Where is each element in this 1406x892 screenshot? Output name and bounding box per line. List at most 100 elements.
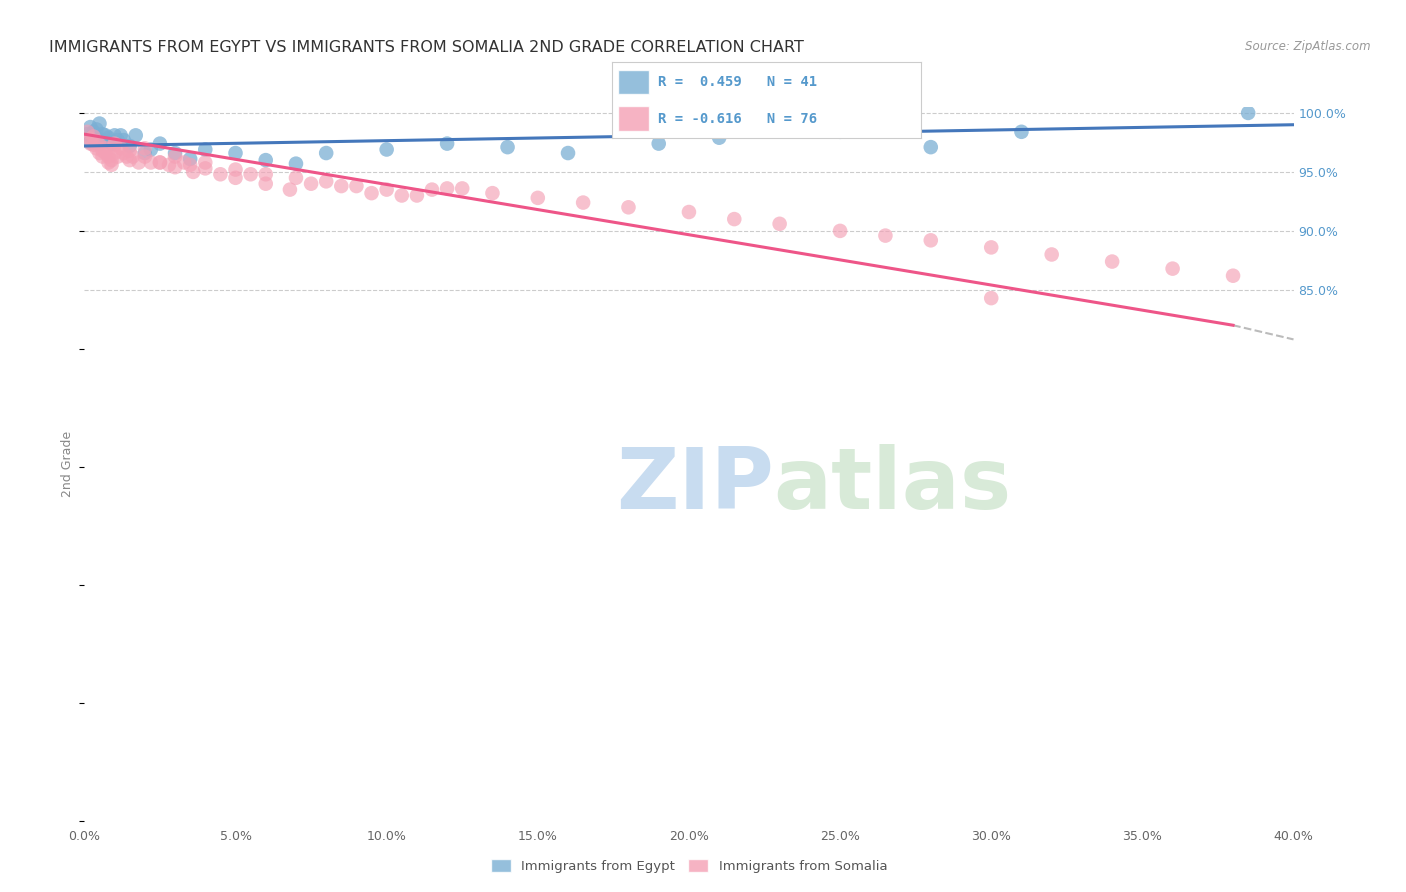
Point (346, 179, 368, 194)
Point (86, 141, 108, 155)
Point (1011, 125, 1033, 139)
Point (225, 146, 247, 161)
Point (134, 146, 156, 161)
Point (420, 183, 443, 197)
Point (110, 128, 132, 143)
Point (157, 158, 180, 172)
Point (299, 177, 322, 191)
Point (1040, 247, 1063, 261)
Point (181, 165, 204, 179)
Point (118, 139, 141, 153)
Point (1101, 254, 1123, 268)
Point (112, 133, 135, 147)
Point (97, 130, 120, 145)
Point (128, 155, 150, 169)
Point (980, 291, 1002, 305)
Point (112, 146, 135, 161)
Point (149, 155, 172, 169)
Text: IMMIGRANTS FROM EGYPT VS IMMIGRANTS FROM SOMALIA 2ND GRADE CORRELATION CHART: IMMIGRANTS FROM EGYPT VS IMMIGRANTS FROM… (49, 40, 804, 55)
Point (315, 146, 337, 161)
Point (1222, 268, 1244, 283)
Point (94, 146, 117, 161)
Point (165, 146, 187, 161)
Point (165, 150, 187, 164)
Point (76, 127, 98, 141)
Point (104, 137, 127, 152)
Point (391, 188, 413, 202)
Point (194, 143, 217, 157)
Point (709, 130, 731, 145)
Point (134, 141, 156, 155)
Point (1161, 261, 1184, 276)
Point (315, 174, 337, 188)
Text: atlas: atlas (773, 443, 1012, 527)
Point (285, 156, 308, 170)
Point (100, 158, 122, 172)
Point (496, 140, 519, 154)
Point (94, 141, 117, 155)
Point (254, 167, 277, 181)
Point (254, 153, 277, 168)
Point (375, 143, 398, 157)
Point (94, 128, 117, 143)
Point (86, 134, 108, 148)
Point (436, 136, 458, 151)
Text: Source: ZipAtlas.com: Source: ZipAtlas.com (1246, 40, 1371, 54)
Point (375, 183, 398, 197)
Point (1237, 106, 1260, 120)
Point (115, 150, 138, 164)
Point (149, 136, 172, 151)
Point (285, 170, 308, 185)
Point (79, 120, 101, 134)
Point (769, 217, 792, 231)
Point (179, 158, 201, 172)
Y-axis label: 2nd Grade: 2nd Grade (60, 431, 75, 497)
Point (165, 160, 187, 174)
Text: R = -0.616   N = 76: R = -0.616 N = 76 (658, 112, 817, 126)
Point (79, 136, 101, 150)
Point (82, 137, 104, 152)
Point (830, 224, 852, 238)
Point (194, 155, 217, 169)
Point (451, 181, 474, 195)
Point (89, 137, 111, 152)
Point (617, 200, 640, 214)
Point (89, 146, 111, 161)
Point (360, 186, 382, 201)
Point (225, 170, 247, 185)
Point (104, 128, 127, 143)
Point (239, 167, 262, 181)
Point (723, 212, 745, 227)
Point (225, 162, 247, 177)
Point (481, 186, 503, 201)
Point (97, 155, 120, 169)
Point (94, 134, 117, 148)
Point (100, 153, 122, 168)
Point (139, 143, 162, 157)
Point (86, 132, 108, 146)
Point (875, 228, 897, 243)
Point (97, 150, 120, 164)
Point (107, 150, 129, 164)
Point (254, 177, 277, 191)
Point (278, 183, 301, 197)
Point (648, 136, 671, 151)
FancyBboxPatch shape (617, 106, 648, 130)
Point (406, 188, 429, 202)
Point (557, 146, 579, 161)
Point (79, 132, 101, 146)
Point (830, 125, 852, 139)
Point (79, 136, 101, 151)
Point (100, 136, 122, 151)
Point (125, 128, 148, 143)
Point (118, 144, 141, 158)
Point (920, 233, 942, 247)
Point (209, 167, 232, 181)
Point (121, 150, 143, 164)
Text: ZIP: ZIP (616, 443, 773, 527)
Point (91, 144, 114, 158)
Point (82, 129, 104, 144)
Point (194, 161, 217, 176)
Point (527, 191, 550, 205)
Point (107, 133, 129, 147)
